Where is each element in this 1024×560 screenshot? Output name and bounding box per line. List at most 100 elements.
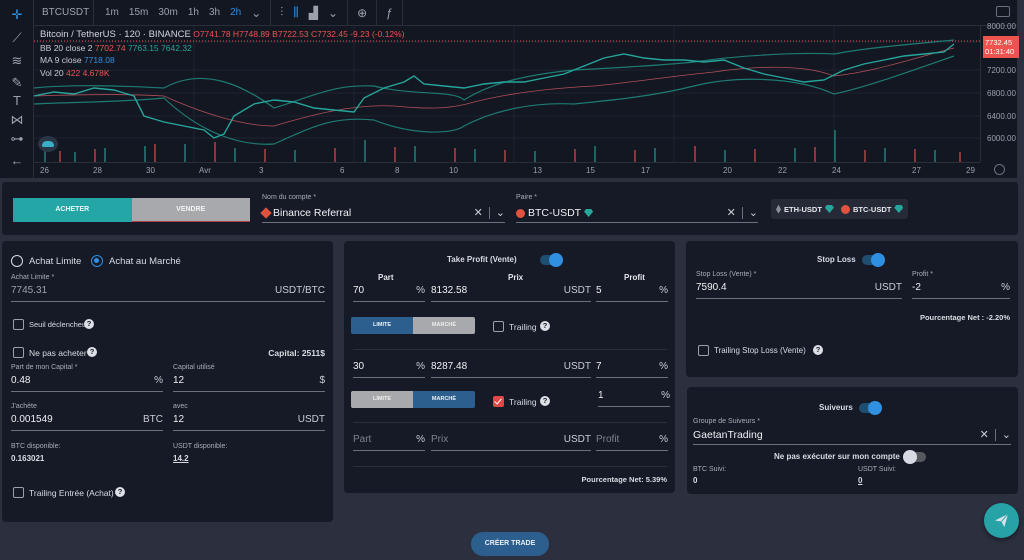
bar-style-icon[interactable]: ⫶ [280,5,284,19]
crosshair-icon[interactable]: ✛ [11,7,23,22]
timeframe-1h[interactable]: 1h [187,7,199,18]
tp2-limit-button[interactable]: LIMITE [351,391,413,408]
stop-loss-input[interactable]: 7590.4 USDT [696,279,902,299]
time-axis[interactable]: 26 28 30 Avr 3 6 8 10 13 15 17 20 22 24 … [34,162,980,178]
sl-profit-input[interactable]: -2% [912,279,1010,299]
trailing-sl-checkbox[interactable] [698,345,709,356]
tp1-market-button[interactable]: MARCHÉ [413,317,475,334]
send-fab-button[interactable] [984,503,1019,538]
help-icon[interactable]: ? [84,319,94,329]
capital-used-unit: $ [319,375,325,386]
followers-group-select[interactable]: GaetanTrading ✕ ⌄ [693,423,1011,445]
tp3-price-input[interactable]: Prix USDT [431,431,591,451]
help-icon[interactable]: ? [87,347,97,357]
cloud-icon[interactable] [38,136,58,152]
tp2-part-input[interactable]: 30% [353,358,425,378]
tp2-profit-input[interactable]: 7% [596,358,668,378]
text-icon[interactable]: T [13,93,21,108]
stop-loss-toggle[interactable] [862,253,885,267]
tp1-limit-button[interactable]: LIMITE [351,317,413,334]
fib-icon[interactable]: ≋ [11,53,23,68]
ma-indicator[interactable]: MA 9 close [40,55,82,65]
followers-toggle[interactable] [859,401,882,415]
tp2-trailing-checkbox[interactable] [493,396,504,407]
tp1-part-input[interactable]: 70% [353,282,425,302]
pair-select[interactable]: Paire * BTC-USDT ✕ ⌄ [516,194,758,223]
trailing-entry-checkbox[interactable] [13,487,24,498]
clear-icon[interactable]: ✕ [473,207,483,219]
brush-icon[interactable]: ✎ [11,75,23,90]
dont-execute-toggle[interactable] [903,450,926,464]
tp1-profit-input[interactable]: 5% [596,282,668,302]
trigger-only-checkbox[interactable] [13,319,24,330]
timeframe-30m[interactable]: 30m [158,7,178,18]
tp2-price-input[interactable]: 8287.48 USDT [431,358,591,378]
y-tick: 6000.00 [987,134,1016,143]
camera-icon[interactable] [996,6,1010,17]
capital-share-input[interactable]: 0.48 % [11,372,163,392]
chevron-down-icon[interactable]: ⌄ [748,207,758,219]
clear-icon[interactable]: ✕ [726,207,736,219]
back-arrow-icon[interactable]: ← [10,153,24,168]
tp2-market-button[interactable]: MARCHÉ [413,391,475,408]
help-icon[interactable]: ? [540,396,550,406]
chevron-down-icon[interactable]: ⌄ [251,5,262,20]
chart-canvas[interactable]: Bitcoin / TetherUS · 120 · BINANCE O7741… [34,26,980,162]
symbol-search[interactable]: BTCUSDT [34,0,94,25]
tp3-part-input[interactable]: Part% [353,431,425,451]
pair-chip-btc-usdt[interactable]: BTC-USDT [836,199,909,219]
tp1-price-input[interactable]: 8132.58 USDT [431,282,591,302]
chevron-down-icon[interactable]: ⌄ [328,5,339,20]
buy-button[interactable]: ACHETER [13,198,132,222]
chevron-down-icon[interactable]: ⌄ [1001,429,1011,441]
help-icon[interactable]: ? [813,345,823,355]
candles-icon[interactable]: ⫼ [293,5,299,19]
function-icon[interactable]: ƒ [386,5,393,20]
chevron-down-icon[interactable]: ⌄ [495,207,505,219]
capital-share-value: 0.48 [11,375,31,386]
timeframe-2h[interactable]: 2h [230,7,242,18]
sell-button[interactable]: VENDRE [131,198,250,222]
timeframe-1m[interactable]: 1m [105,7,119,18]
settings-icon[interactable] [994,164,1005,175]
bb-indicator[interactable]: BB 20 close 2 [40,42,93,53]
take-profit-toggle[interactable] [540,253,563,267]
timeframe-3h[interactable]: 3h [208,7,221,18]
dont-buy-checkbox[interactable] [13,347,24,358]
with-amount-unit: USDT [297,414,325,425]
measure-icon[interactable]: ⊶ [10,131,24,146]
create-trade-button[interactable]: CRÉER TRADE [471,532,549,556]
tp1-trailing-checkbox[interactable] [493,321,504,332]
price-axis[interactable]: 8000.00 7732.45 01:31:40 7200.00 6800.00… [980,22,1019,162]
account-select[interactable]: Nom du compte * Binance Referral ✕ ⌄ [260,194,505,223]
help-icon[interactable]: ? [115,487,125,497]
limit-price-input[interactable]: 7745.31 USDT/BTC [11,282,325,302]
radio-market-buy[interactable] [91,255,103,267]
buy-qty-input[interactable]: 0.001549 BTC [11,411,163,431]
vol-indicator[interactable]: Vol 20 [40,67,64,78]
timeframe-15m[interactable]: 15m [128,7,149,18]
trendline-icon[interactable]: ⟋ [12,30,22,45]
pattern-icon[interactable]: ⋈ [10,112,24,127]
last-price: 7732.45 [985,38,1013,47]
tp2-trailing-input[interactable]: 1% [598,387,670,407]
vol-value: 4.678K [82,67,110,78]
chart-toolbar: BTCUSDT 1m 15m 30m 1h 3h 2h ⌄ ⫶ ⫼ ▟ ⌄ ⊕ … [34,0,1018,26]
area-icon[interactable]: ▟ [308,5,319,20]
ohlc-change: -9.23 (-0.12%) [350,29,405,39]
with-amount-input[interactable]: 12 USDT [173,411,325,431]
add-indicator-icon[interactable]: ⊕ [357,5,368,20]
usdt-available-link[interactable]: 14.2 [173,454,189,463]
radio-limit-buy[interactable] [11,255,23,267]
tp3-profit-input[interactable]: Profit% [596,431,668,451]
help-icon[interactable]: ? [540,321,550,331]
capital-used-input[interactable]: 12 $ [173,372,325,392]
x-tick: 28 [93,166,102,175]
x-tick: 13 [533,166,542,175]
account-label: Nom du compte * [262,194,317,201]
y-tick: 7200.00 [987,66,1016,75]
price-chart[interactable]: ✛ ⟋ ≋ ✎ T ⋈ ⊶ ← BTCUSDT 1m 15m 30m 1h 3h… [0,0,1019,178]
pair-chip-eth-usdt[interactable]: ETH-USDT [771,199,839,219]
clear-icon[interactable]: ✕ [979,429,989,441]
usdt-followed-link[interactable]: 0 [858,476,863,485]
